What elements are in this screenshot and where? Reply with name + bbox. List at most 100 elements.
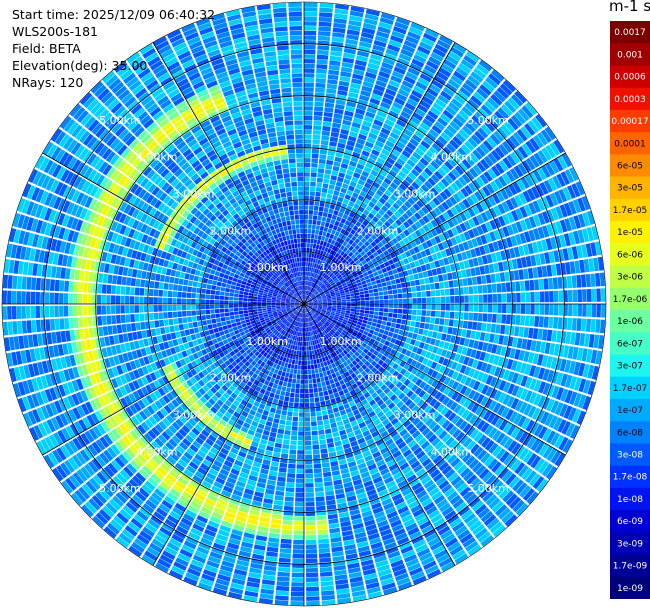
beta-cell <box>353 69 365 76</box>
beta-cell <box>345 294 351 297</box>
beta-cell <box>314 368 319 374</box>
beta-cell <box>289 444 297 450</box>
beta-cell <box>486 323 492 333</box>
beta-cell <box>385 88 397 97</box>
beta-cell <box>374 84 386 92</box>
beta-cell <box>308 379 313 384</box>
beta-cell <box>385 265 392 272</box>
beta-cell <box>482 313 488 322</box>
beta-cell <box>304 195 309 201</box>
beta-cell <box>387 186 395 194</box>
beta-cell <box>348 200 355 207</box>
beta-cell <box>535 114 547 128</box>
beta-cell <box>279 395 285 401</box>
beta-cell <box>360 277 366 282</box>
beta-cell <box>323 471 332 478</box>
beta-cell <box>355 142 364 150</box>
beta-cell <box>473 304 479 312</box>
beta-cell <box>307 276 310 281</box>
beta-cell <box>326 504 337 510</box>
beta-cell <box>367 189 375 197</box>
beta-cell <box>437 242 445 251</box>
beta-cell <box>337 254 342 260</box>
beta-cell <box>462 320 468 329</box>
beta-cell <box>325 282 330 286</box>
beta-cell <box>320 448 328 454</box>
beta-cell <box>291 383 296 389</box>
beta-cell <box>447 171 457 182</box>
beta-cell <box>284 501 294 507</box>
beta-cell <box>413 273 419 280</box>
beta-cell <box>322 305 328 307</box>
beta-cell <box>310 277 313 282</box>
beta-cell <box>316 411 322 417</box>
beta-cell <box>417 104 429 114</box>
beta-cell <box>494 146 505 159</box>
beta-cell <box>359 291 365 295</box>
beta-cell <box>497 175 508 187</box>
beta-cell <box>392 268 398 275</box>
beta-cell <box>276 433 284 439</box>
beta-cell <box>389 206 397 214</box>
beta-cell <box>334 205 341 212</box>
beta-cell <box>375 279 381 284</box>
beta-cell <box>331 36 345 43</box>
beta-cell <box>455 132 466 143</box>
beta-cell <box>313 454 321 460</box>
beta-cell <box>440 164 450 174</box>
beta-cell <box>277 428 285 435</box>
beta-cell <box>509 168 520 180</box>
beta-cell <box>336 283 342 287</box>
beta-cell <box>356 282 362 287</box>
beta-cell <box>424 167 433 177</box>
beta-cell <box>280 538 292 544</box>
beta-cell <box>333 22 347 29</box>
beta-cell <box>321 236 326 241</box>
beta-cell <box>384 243 391 250</box>
beta-cell <box>351 248 357 254</box>
beta-cell <box>349 290 355 294</box>
beta-cell <box>426 212 434 221</box>
beta-cell <box>295 478 304 483</box>
beta-cell <box>323 476 332 482</box>
beta-cell <box>526 188 536 201</box>
beta-cell <box>337 248 343 255</box>
beta-cell <box>346 140 356 147</box>
beta-cell <box>295 492 304 498</box>
beta-cell <box>308 210 314 215</box>
beta-cell <box>350 196 357 203</box>
beta-cell <box>553 157 564 172</box>
beta-cell <box>374 327 380 333</box>
beta-cell <box>335 181 343 187</box>
beta-cell <box>403 128 414 137</box>
beta-cell <box>278 380 284 386</box>
beta-cell <box>324 202 330 209</box>
beta-cell <box>453 244 461 254</box>
beta-cell <box>424 64 437 75</box>
beta-cell <box>327 306 332 309</box>
beta-cell <box>387 270 394 276</box>
beta-cell <box>270 461 279 467</box>
beta-cell <box>421 304 427 310</box>
beta-cell <box>434 216 442 226</box>
beta-cell <box>541 239 548 252</box>
beta-cell <box>497 261 504 272</box>
beta-cell <box>337 142 346 149</box>
beta-cell <box>357 179 366 186</box>
beta-cell <box>494 110 506 123</box>
beta-cell <box>340 187 347 194</box>
beta-cell <box>444 160 454 171</box>
beta-cell <box>454 235 462 244</box>
beta-cell <box>519 232 527 244</box>
beta-cell <box>319 290 324 294</box>
beta-cell <box>593 334 600 349</box>
beta-cell <box>521 105 534 119</box>
beta-cell <box>505 199 515 211</box>
beta-cell <box>365 266 371 272</box>
beta-cell <box>487 313 493 323</box>
beta-cell <box>410 280 416 287</box>
beta-cell <box>314 291 319 295</box>
beta-cell <box>344 209 351 216</box>
beta-cell <box>442 273 448 281</box>
beta-cell <box>475 146 486 158</box>
